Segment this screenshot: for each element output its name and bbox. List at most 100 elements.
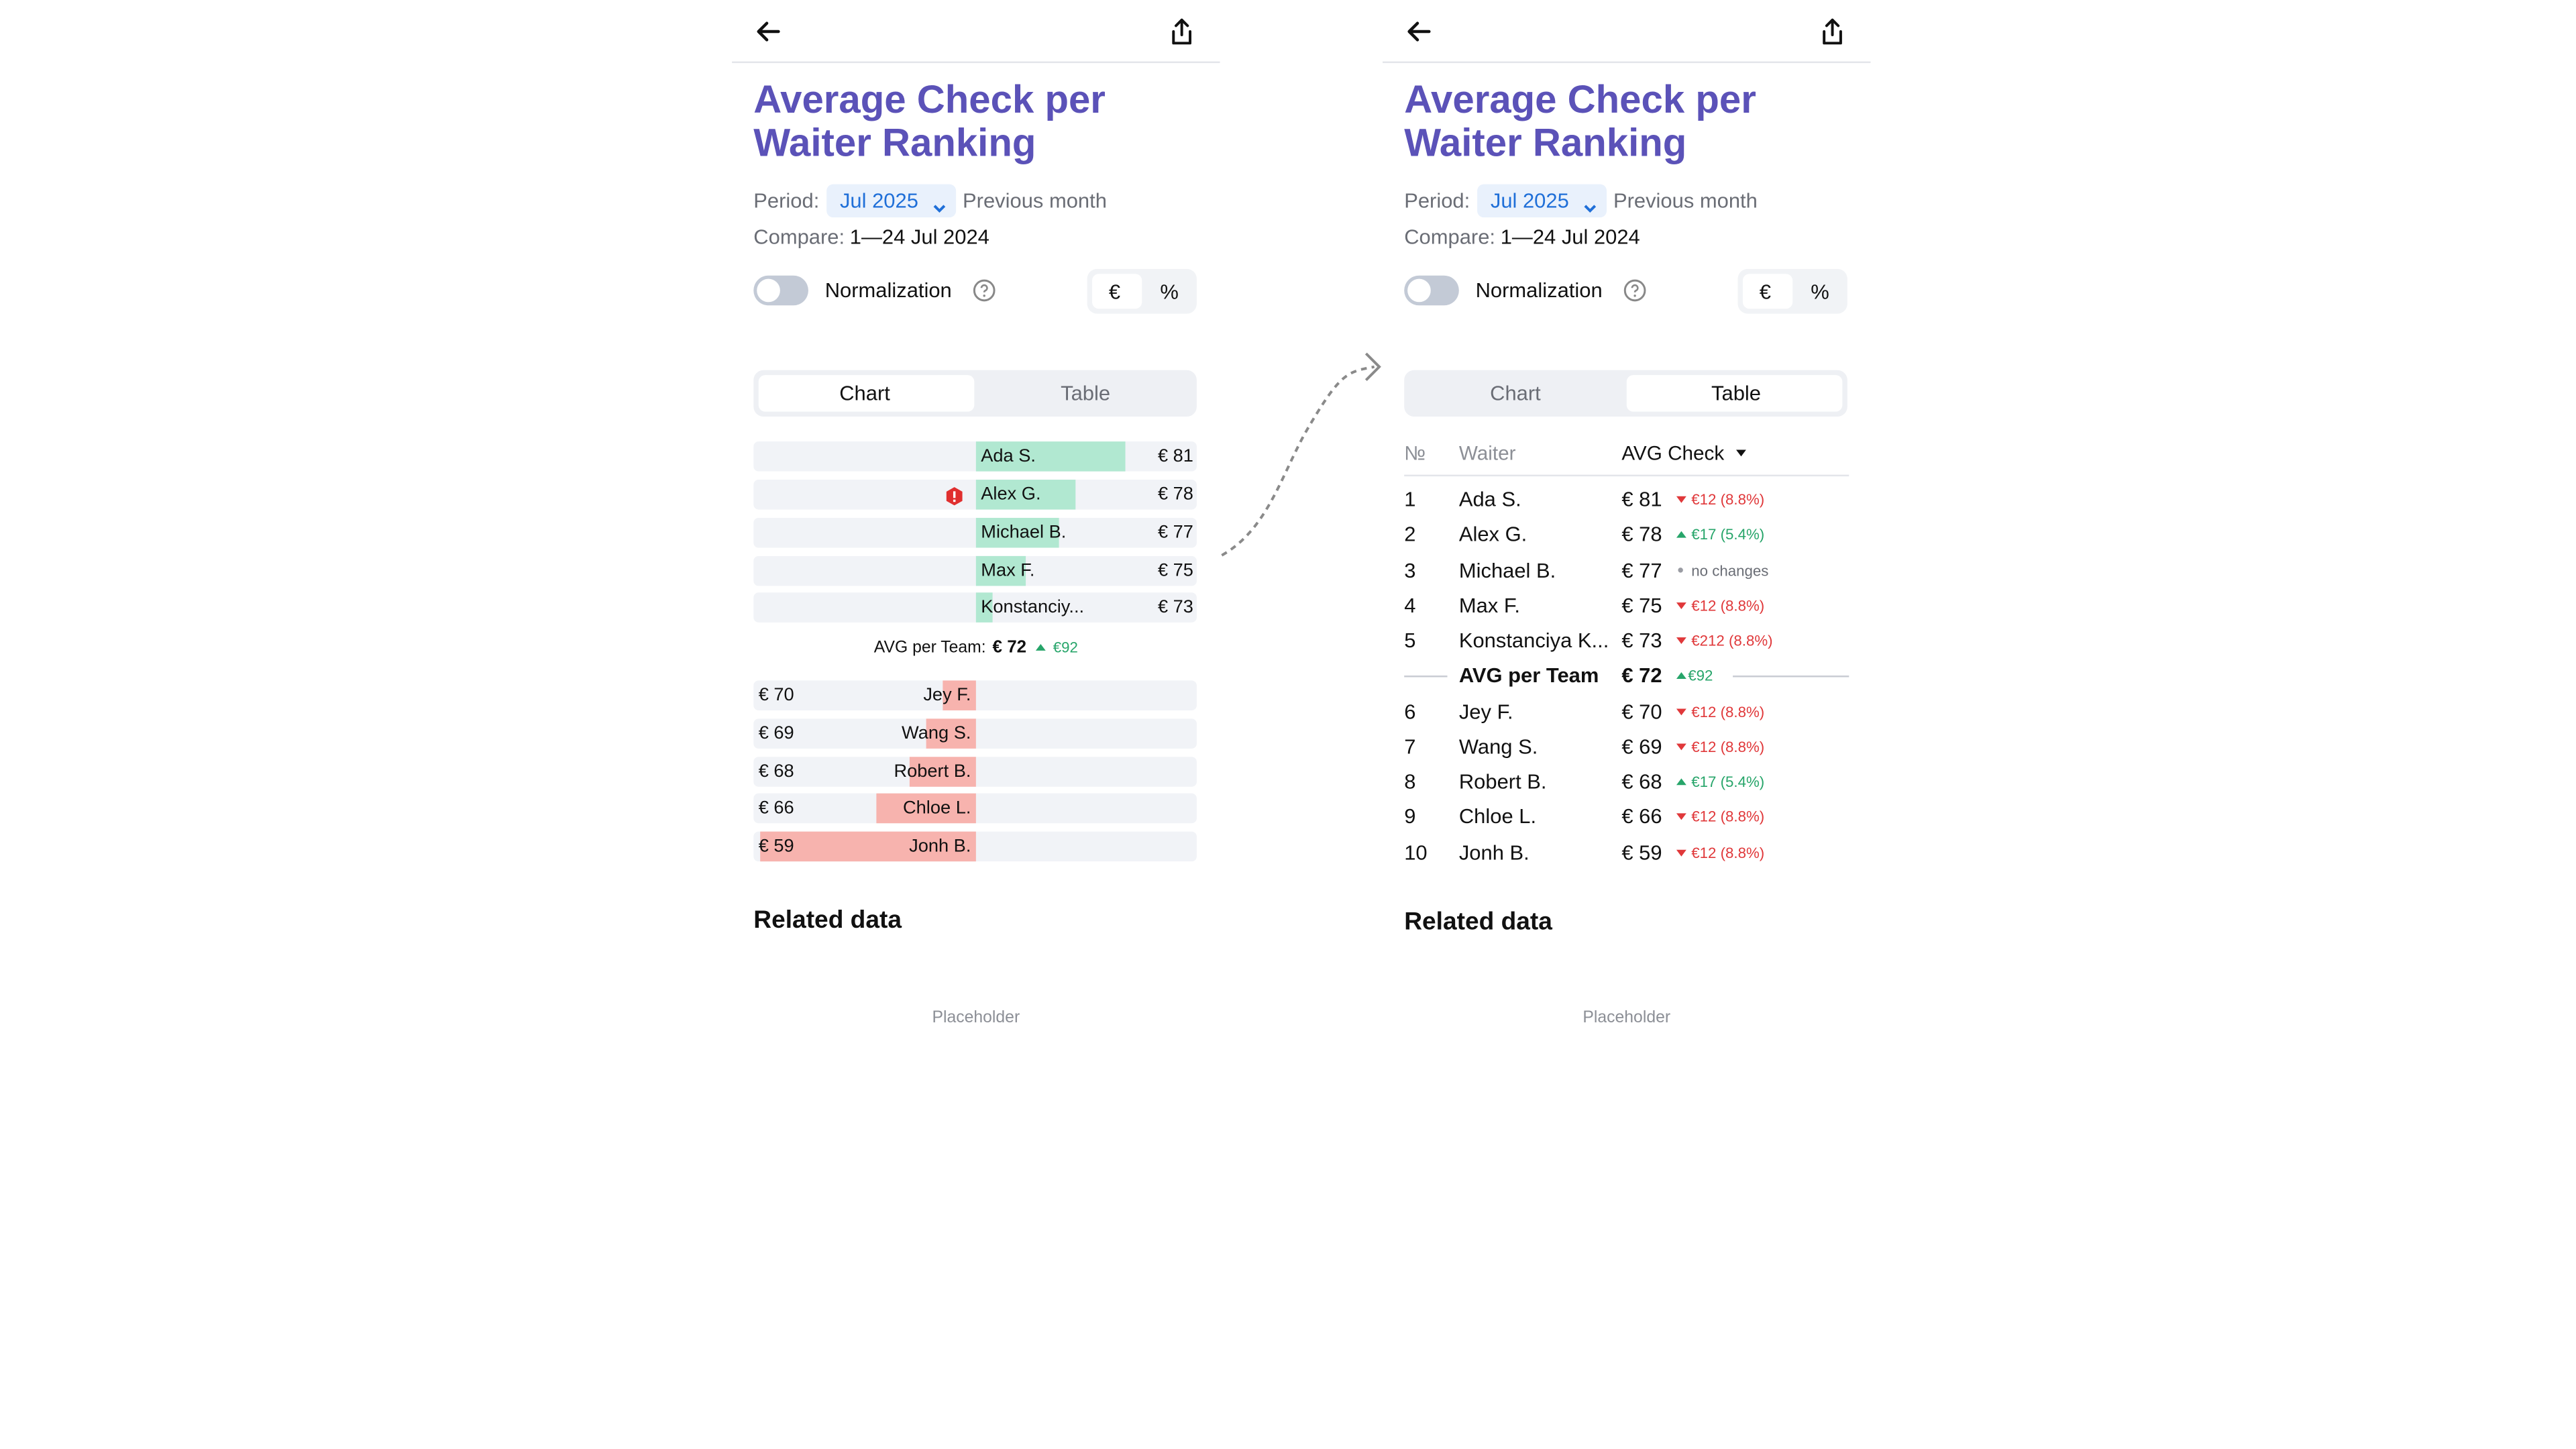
column-header: № (1404, 441, 1426, 465)
bar-negative (926, 718, 976, 749)
compare-label: Compare: (753, 225, 845, 250)
warning-icon-part (953, 499, 956, 502)
avg-check: € 73 (1621, 629, 1662, 653)
chevron-down-part (1584, 205, 1597, 213)
waiter-name: Jonh B. (1458, 841, 1529, 865)
content-card: Chart Table Ada S. € 81 Alex G. € 78 Michael B… (732, 350, 1220, 885)
column-header: Waiter (1458, 441, 1516, 465)
period-dropdown[interactable]: Jul 2025 (1477, 184, 1607, 218)
share-button[interactable] (1819, 17, 1846, 47)
chevron-down-part (933, 205, 946, 213)
rank: 9 (1404, 805, 1416, 828)
tab-selected-bg (758, 375, 975, 412)
unit-option[interactable]: % (1811, 280, 1829, 304)
change: €12 (8.8%) (1691, 808, 1765, 825)
avg-check: € 70 (1621, 700, 1662, 724)
bar-name: Jonh B. (909, 837, 971, 857)
period-note: Previous month (1613, 189, 1758, 213)
unit-option[interactable]: € (1108, 280, 1121, 304)
bar-name: Jey F. (923, 685, 971, 706)
waiter-name: Alex G. (1458, 523, 1527, 547)
avg-check: € 69 (1621, 735, 1662, 759)
avg-check: € 66 (1621, 805, 1662, 828)
tab[interactable]: Table (1061, 382, 1111, 405)
column-header[interactable]: AVG Check (1621, 441, 1725, 465)
tab[interactable]: Chart (839, 382, 890, 405)
change: €212 (8.8%) (1691, 632, 1773, 649)
share-button-part (1823, 18, 1842, 45)
chevron-down (931, 194, 948, 213)
bar-positive (975, 592, 993, 623)
trend-icon (1676, 602, 1686, 610)
avg-check: € 68 (1621, 770, 1662, 794)
bar-name: Robert B. (894, 761, 971, 782)
waiter-name: Max F. (1458, 594, 1520, 618)
help-icon-part (1633, 294, 1636, 297)
normalization-toggle[interactable] (1404, 275, 1459, 306)
bar-name: Chloe L. (903, 798, 971, 818)
bar-name: Konstanciy... (981, 597, 1085, 618)
waiter-name: Jey F. (1458, 700, 1513, 724)
bar-positive (975, 555, 1026, 586)
bar-positive (975, 480, 1076, 510)
normalization-toggle[interactable] (753, 275, 808, 306)
unit-option[interactable]: € (1759, 280, 1771, 304)
avg-check: € 78 (1621, 523, 1662, 547)
chevron-down (1582, 194, 1599, 213)
bar-negative (876, 793, 976, 824)
waiter-name: Chloe L. (1458, 805, 1537, 828)
share-button[interactable] (1169, 17, 1195, 47)
avg-check: € 77 (1621, 559, 1662, 583)
placeholder-text: Placeholder (932, 1009, 1020, 1028)
back-button-part (1407, 21, 1431, 42)
back-button[interactable] (1406, 18, 1433, 45)
avg-change: €92 (1053, 639, 1078, 656)
bar-value: € 77 (1157, 523, 1193, 543)
bar-positive (975, 441, 1126, 472)
waiter-name: Robert B. (1458, 770, 1547, 794)
warning-icon-part (946, 487, 963, 506)
bar-name: Wang S. (902, 723, 971, 744)
bar-track (753, 592, 1197, 623)
help-icon[interactable] (973, 279, 996, 303)
compare-value: 1—24 Jul 2024 (849, 225, 989, 250)
placeholder-card: Placeholder (732, 957, 1220, 1091)
trend-icon (1676, 637, 1686, 645)
period-label: Period: (753, 189, 820, 213)
help-icon-part (1631, 284, 1639, 292)
change: €12 (8.8%) (1691, 704, 1765, 720)
header-card: Average Check per Waiter Ranking Period: J… (732, 0, 1220, 337)
rank: 8 (1404, 770, 1416, 794)
waiter-name: Ada S. (1458, 488, 1521, 512)
bar-value: € 59 (758, 837, 794, 857)
unit-switch: €% (1087, 268, 1197, 314)
back-button[interactable] (755, 18, 782, 45)
chevron-down-part (1584, 205, 1597, 213)
bar-name: Michael B. (981, 523, 1067, 543)
avg-check: € 59 (1621, 841, 1662, 865)
trend-icon (1036, 644, 1046, 651)
waiter-name: Wang S. (1458, 735, 1538, 759)
avg-value: € 72 (992, 637, 1027, 657)
change: €92 (1688, 667, 1713, 684)
bar-value: € 75 (1157, 561, 1193, 581)
bar-value: € 81 (1157, 446, 1193, 467)
tab[interactable]: Table (1711, 382, 1762, 405)
rank: 7 (1404, 735, 1416, 759)
unit-selected-bg (1742, 274, 1793, 309)
warning-icon (945, 484, 965, 506)
change: €17 (5.4%) (1691, 526, 1765, 543)
unit-option[interactable]: % (1160, 280, 1179, 304)
period-dropdown[interactable]: Jul 2025 (826, 184, 957, 218)
change: €12 (8.8%) (1691, 739, 1765, 755)
related-title: Related data (1404, 908, 1552, 936)
bar-negative (909, 757, 976, 787)
page-title: Average Check per Waiter Ranking (1404, 78, 1756, 164)
bar-track (753, 517, 1197, 548)
help-icon[interactable] (1623, 279, 1647, 303)
header-divider (732, 61, 1220, 64)
tab[interactable]: Chart (1490, 382, 1541, 405)
bar-value: € 78 (1157, 484, 1193, 505)
toggle-knob (1407, 278, 1431, 303)
